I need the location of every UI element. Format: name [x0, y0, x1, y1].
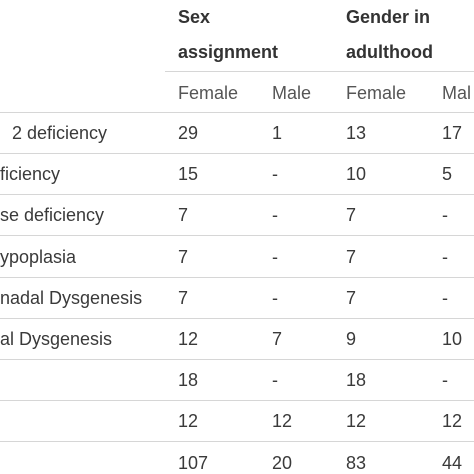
cell: -	[442, 205, 448, 226]
cell: 7	[178, 287, 189, 308]
cell: -	[272, 246, 278, 267]
cell: -	[442, 246, 448, 267]
cell: -	[272, 205, 278, 226]
cell: 7	[178, 246, 189, 267]
cell: 18	[346, 370, 367, 391]
column-header: Mal	[442, 83, 472, 103]
column-header: Male	[272, 83, 312, 103]
cell: 12	[178, 329, 199, 349]
row-label: ficiency	[0, 164, 61, 185]
rule	[0, 153, 474, 154]
cell: 10	[346, 164, 367, 185]
rule	[0, 400, 474, 402]
cell: 7	[272, 329, 283, 349]
cell: 12	[272, 411, 293, 432]
rule	[0, 441, 474, 443]
cell: 9	[346, 329, 357, 349]
cell: -	[272, 164, 278, 185]
cell: 7	[178, 205, 189, 226]
group-header: Sex assignment	[178, 7, 279, 62]
cell: 13	[346, 123, 367, 143]
cell: -	[442, 287, 448, 308]
cell: -	[442, 370, 448, 391]
cell: 15	[178, 164, 199, 185]
cell: 44	[442, 452, 463, 473]
cell: 83	[346, 452, 367, 473]
cell: -	[272, 287, 278, 308]
cell: -	[272, 370, 278, 391]
cell: 10	[442, 329, 463, 349]
row-label: al Dysgenesis	[0, 329, 113, 349]
rule	[165, 71, 474, 72]
cell: 107	[178, 452, 209, 473]
row-label: se deficiency	[0, 205, 105, 226]
cell: 29	[178, 123, 199, 143]
rule	[0, 359, 474, 360]
row-label: nadal Dysgenesis	[0, 287, 143, 308]
cell: 20	[272, 452, 293, 473]
rule	[0, 194, 474, 196]
rule	[0, 235, 474, 237]
cell: 12	[178, 411, 199, 432]
cell: 5	[442, 164, 453, 185]
group-header: Gender in adulthood	[346, 7, 433, 62]
cell: 17	[442, 123, 463, 143]
cell: 18	[178, 370, 199, 391]
column-header: Female	[346, 83, 407, 103]
column-header: Female	[178, 83, 239, 103]
row-label: ypoplasia	[0, 246, 77, 267]
rule	[0, 112, 474, 113]
cell: 1	[272, 123, 283, 143]
row-label: 2 deficiency	[12, 123, 108, 143]
cell: 7	[346, 246, 357, 267]
rule	[0, 276, 474, 278]
cell: 7	[346, 205, 357, 226]
cell: 12	[442, 411, 463, 432]
rule	[0, 317, 474, 319]
cell: 12	[346, 411, 367, 432]
cell: 7	[346, 287, 357, 308]
